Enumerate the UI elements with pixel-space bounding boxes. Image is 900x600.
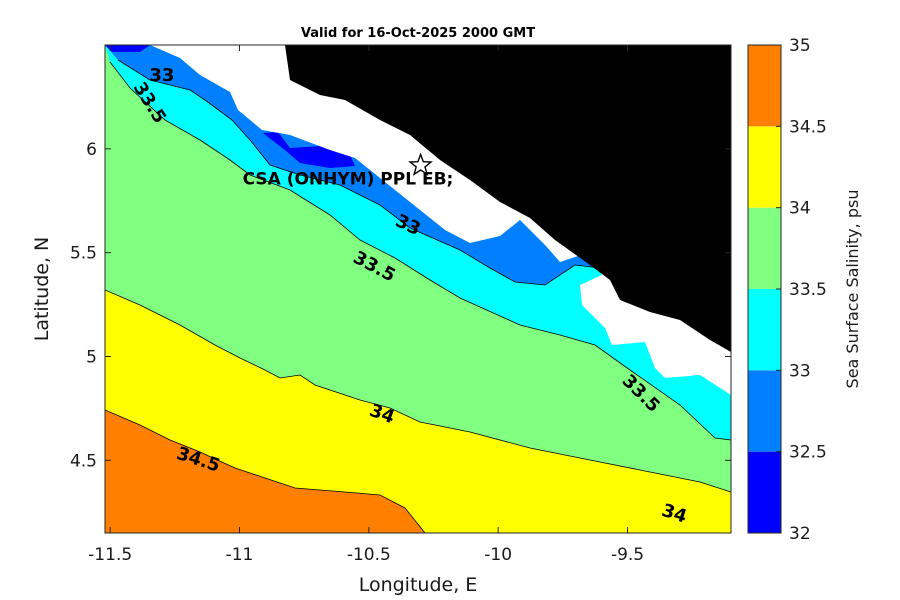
- isoline-34.5: [105, 409, 426, 533]
- station-marker: CSA (ONHYM) PPL EB;: [243, 152, 454, 189]
- colorbar-tick-label: 33.5: [789, 280, 827, 300]
- contour-label: 33: [149, 65, 174, 86]
- colorbar-tick-label: 34: [789, 199, 811, 219]
- colorbar-band: [748, 207, 781, 289]
- colorbar-band: [748, 370, 781, 452]
- land-mass: [285, 45, 731, 352]
- isoline-33.5: [109, 61, 731, 441]
- x-tick-label: -9.5: [611, 545, 644, 565]
- colorbar: [748, 45, 781, 533]
- x-tick-label: -10.5: [347, 545, 391, 565]
- contour-fill-layer: [105, 45, 731, 533]
- colorbar-tick-label: 35: [789, 36, 811, 56]
- colorbar-band: [748, 126, 781, 208]
- x-tick-label: -11.5: [88, 545, 132, 565]
- y-axis-ticks: 4.5 5 5.5 6: [70, 140, 731, 471]
- y-tick-label: 4.5: [70, 451, 97, 471]
- band-34.5-35: [105, 410, 425, 533]
- band-34-34.5: [105, 290, 731, 533]
- colorbar-tick-label: 32.5: [789, 443, 827, 463]
- station-name: CSA (ONHYM) PPL EB;: [243, 169, 454, 189]
- isoline-34: [105, 289, 731, 493]
- colorbar-band: [748, 45, 781, 127]
- colorbar-tick-label: 33: [789, 361, 811, 381]
- y-axis-label: Latitude, N: [31, 237, 53, 342]
- x-axis-ticks: -11.5 -11 -10.5 -10 -9.5: [88, 45, 644, 565]
- band-32-32.5-corner: [105, 45, 150, 52]
- y-tick-label: 5.5: [70, 244, 97, 264]
- x-axis-label: Longitude, E: [359, 574, 478, 596]
- y-tick-label: 6: [86, 140, 97, 160]
- colorbar-label: Sea Surface Salinity, psu: [843, 190, 862, 389]
- y-tick-label: 5: [86, 347, 97, 367]
- band-32-32.5: [263, 132, 355, 168]
- colorbar-tick-label: 32: [789, 524, 811, 544]
- colorbar-band: [748, 289, 781, 371]
- colorbar-ticks: 32 32.5 33 33.5 34 34.5 35: [776, 36, 827, 544]
- colorbar-tick-label: 34.5: [789, 117, 827, 137]
- x-tick-label: -11: [226, 545, 254, 565]
- chart-title: Valid for 16-Oct-2025 2000 GMT: [301, 26, 535, 41]
- colorbar-band: [748, 451, 781, 533]
- x-tick-label: -10: [484, 545, 512, 565]
- plot-frame: [104, 44, 732, 534]
- station-star-icon: [408, 152, 433, 176]
- isoline-33: [117, 59, 601, 286]
